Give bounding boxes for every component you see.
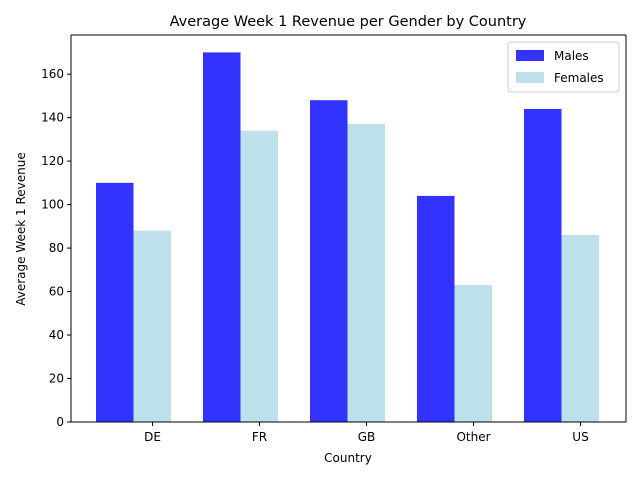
y-tick-label: 100	[41, 198, 64, 212]
bar-females-fr	[240, 130, 278, 423]
legend: Males Females	[507, 41, 620, 93]
bar-females-us	[561, 235, 599, 422]
y-tick-label: 60	[49, 285, 64, 299]
bar-males-other	[417, 195, 455, 422]
bar-females-de	[133, 230, 171, 422]
y-tick-label: 120	[41, 154, 64, 168]
legend-label-females: Females	[554, 71, 604, 85]
bar-males-de	[96, 182, 134, 422]
x-tick-label: Other	[456, 430, 490, 444]
y-tick-label: 140	[41, 111, 64, 125]
x-tick-label: US	[572, 430, 588, 444]
legend-label-males: Males	[554, 49, 589, 63]
y-tick-label: 20	[49, 372, 64, 386]
bar-females-gb	[347, 124, 385, 423]
x-tick-label: GB	[358, 430, 376, 444]
bar-males-us	[524, 108, 562, 422]
chart-title: Average Week 1 Revenue per Gender by Cou…	[170, 14, 527, 30]
plot-area: 0 20 40 60 80 100 120 140 160 DE FR GB Other US	[41, 34, 627, 444]
y-tick-label: 160	[41, 67, 64, 81]
legend-swatch-males	[516, 50, 544, 61]
bar-females-other	[454, 285, 492, 422]
y-tick-label: 80	[49, 241, 64, 255]
x-tick-label: DE	[144, 430, 161, 444]
y-tick-label: 0	[56, 415, 64, 429]
y-axis-label: Average Week 1 Revenue	[14, 152, 28, 306]
bar-males-gb	[310, 100, 348, 422]
x-axis-label: Country	[324, 451, 372, 465]
bar-males-fr	[203, 52, 241, 423]
legend-swatch-females	[516, 72, 544, 83]
y-tick-label: 40	[49, 328, 64, 342]
x-tick-label: FR	[252, 430, 267, 444]
